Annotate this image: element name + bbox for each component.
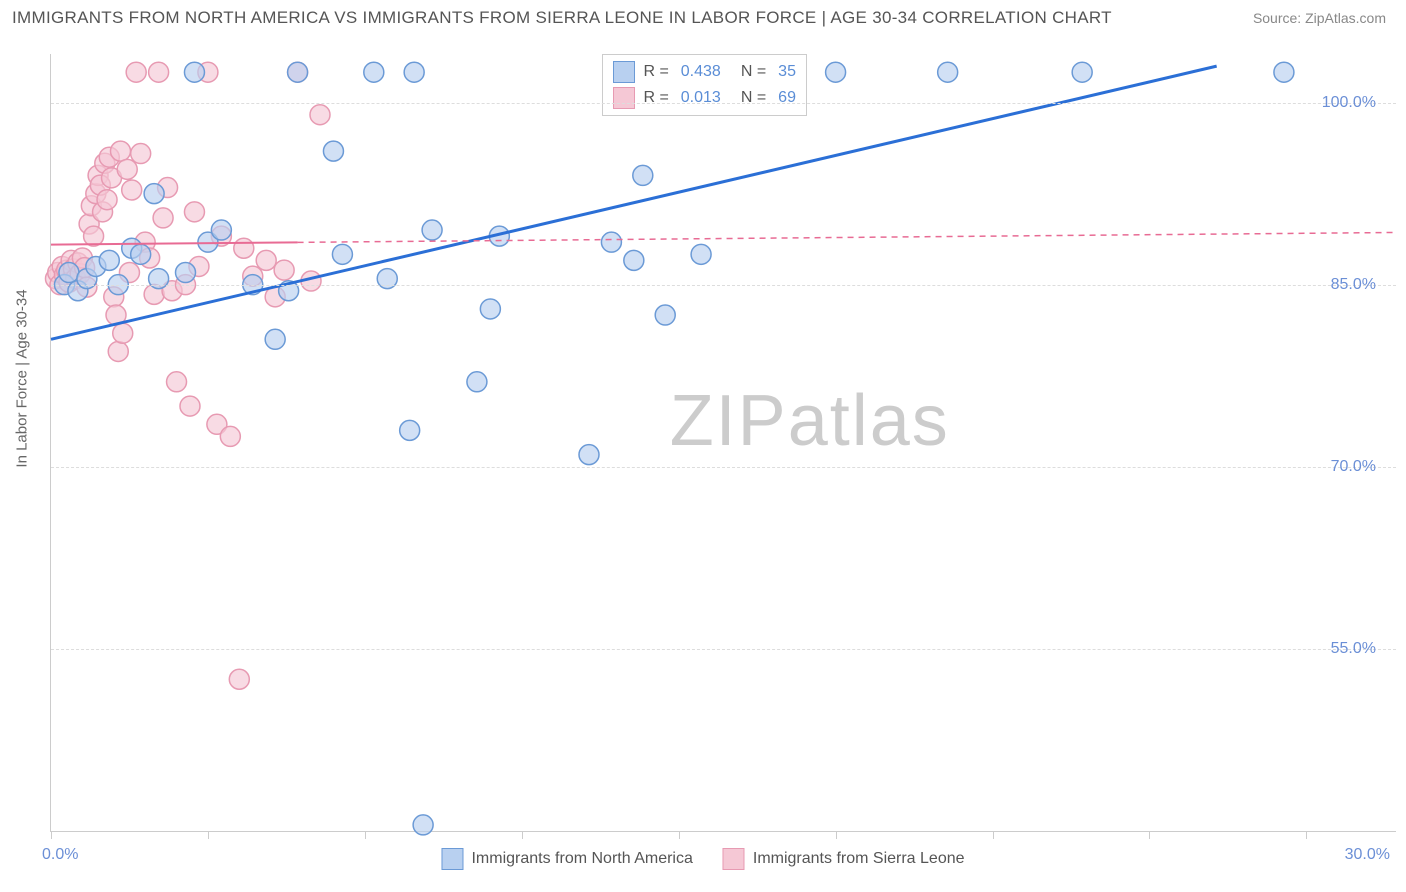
data-point [332, 244, 352, 264]
y-axis-title: In Labor Force | Age 30-34 [14, 289, 31, 467]
r-value: 0.013 [681, 89, 721, 107]
x-tick [51, 831, 52, 839]
data-point [153, 208, 173, 228]
gridline [51, 103, 1396, 104]
gridline [51, 649, 1396, 650]
legend-swatch [441, 848, 463, 870]
n-value: 69 [778, 89, 796, 107]
data-point [256, 250, 276, 270]
data-point [422, 220, 442, 240]
data-point [404, 62, 424, 82]
data-point [167, 372, 187, 392]
data-point [97, 190, 117, 210]
legend-swatch [613, 61, 635, 83]
data-point [126, 62, 146, 82]
data-point [400, 420, 420, 440]
x-tick [1149, 831, 1150, 839]
data-point [184, 202, 204, 222]
x-tick [993, 831, 994, 839]
legend-swatch [723, 848, 745, 870]
chart-title: IMMIGRANTS FROM NORTH AMERICA VS IMMIGRA… [12, 8, 1112, 28]
data-point [691, 244, 711, 264]
data-point [624, 250, 644, 270]
data-point [84, 226, 104, 246]
data-point [220, 426, 240, 446]
x-tick [1306, 831, 1307, 839]
data-point [117, 159, 137, 179]
data-point [144, 184, 164, 204]
gridline [51, 285, 1396, 286]
legend-row: R = 0.013 N = 69 [613, 85, 796, 111]
data-point [229, 669, 249, 689]
x-tick [208, 831, 209, 839]
data-point [1072, 62, 1092, 82]
legend-label: Immigrants from North America [471, 850, 692, 868]
data-point [601, 232, 621, 252]
n-label: N = [741, 63, 766, 81]
data-point [323, 141, 343, 161]
legend-item: Immigrants from Sierra Leone [723, 848, 965, 870]
data-point [310, 105, 330, 125]
x-axis-min-label: 0.0% [42, 846, 78, 864]
data-point [265, 329, 285, 349]
data-point [131, 144, 151, 164]
n-label: N = [741, 89, 766, 107]
series-legend: Immigrants from North America Immigrants … [441, 848, 964, 870]
y-tick-label: 55.0% [1331, 640, 1376, 658]
y-tick-label: 85.0% [1331, 276, 1376, 294]
y-tick-label: 100.0% [1322, 94, 1376, 112]
trend-line-dashed [298, 232, 1396, 242]
x-axis-max-label: 30.0% [1345, 846, 1390, 864]
n-value: 35 [778, 63, 796, 81]
r-value: 0.438 [681, 63, 721, 81]
data-point [288, 62, 308, 82]
data-point [149, 62, 169, 82]
data-point [1274, 62, 1294, 82]
data-point [180, 396, 200, 416]
r-label: R = [643, 89, 668, 107]
legend-label: Immigrants from Sierra Leone [753, 850, 965, 868]
data-point [131, 244, 151, 264]
x-tick [522, 831, 523, 839]
data-point [826, 62, 846, 82]
data-point [480, 299, 500, 319]
data-point [176, 263, 196, 283]
data-point [938, 62, 958, 82]
data-point [59, 263, 79, 283]
data-point [122, 180, 142, 200]
r-label: R = [643, 63, 668, 81]
data-point [113, 323, 133, 343]
source-link[interactable]: ZipAtlas.com [1305, 10, 1386, 26]
data-point [184, 62, 204, 82]
data-point [108, 341, 128, 361]
y-tick-label: 70.0% [1331, 458, 1376, 476]
data-point [99, 250, 119, 270]
data-point [110, 141, 130, 161]
x-tick [365, 831, 366, 839]
data-point [633, 165, 653, 185]
x-tick [679, 831, 680, 839]
correlation-stats-legend: R = 0.438 N = 35 R = 0.013 N = 69 [602, 54, 807, 116]
data-point [467, 372, 487, 392]
data-point [579, 445, 599, 465]
legend-swatch [613, 87, 635, 109]
data-point [413, 815, 433, 835]
data-point [234, 238, 254, 258]
x-tick [836, 831, 837, 839]
gridline [51, 467, 1396, 468]
data-point [211, 220, 231, 240]
source-attribution: Source: ZipAtlas.com [1253, 10, 1386, 26]
data-point [274, 260, 294, 280]
data-point [364, 62, 384, 82]
data-point [655, 305, 675, 325]
scatter-plot-svg [51, 54, 1396, 831]
legend-item: Immigrants from North America [441, 848, 692, 870]
chart-plot-area: ZIPatlas R =0.438N =35R =0.013N =69 55.0… [50, 54, 1396, 832]
legend-row: R = 0.438 N = 35 [613, 59, 796, 85]
